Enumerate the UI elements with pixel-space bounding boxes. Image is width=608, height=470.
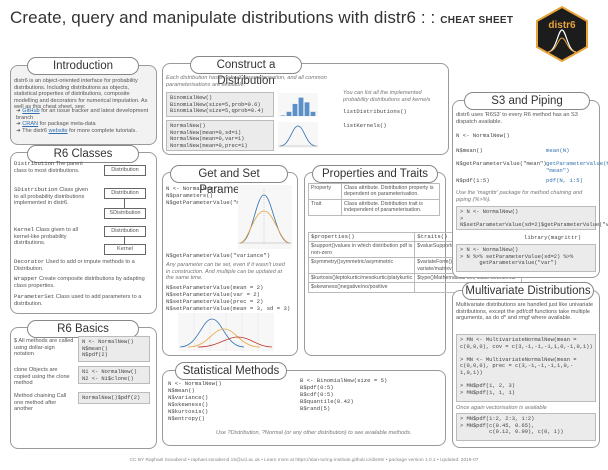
list-note: You can list all the implemented probabi… — [343, 90, 431, 103]
distribution-box: Distribution — [104, 165, 146, 176]
basics-chain-text: Method chaining Call one method after an… — [14, 393, 67, 413]
getset-heading: Get and Set Parameters — [170, 165, 288, 196]
kernel-box: Kernel — [104, 244, 146, 255]
getset-curve-chart — [238, 185, 292, 249]
bar-1 — [286, 111, 292, 116]
stats-heading: Statistical Methods — [175, 362, 287, 380]
getset-code-1: N <- NormalNew() N$parameters() N$getPar… — [166, 185, 257, 206]
s3-code-6: > N <- NormalNew() > N %>% setParameterV… — [456, 244, 596, 272]
basics-clone-text: clone Objects are copied using the clone… — [14, 367, 70, 387]
footer: CC BY Raphael Sonabend • raphael.sonaben… — [129, 458, 479, 463]
normal-curve-chart — [278, 122, 318, 148]
construct-note: Each distribution has a default paramete… — [166, 75, 327, 88]
multivariate-heading: Multivariate Distributions — [462, 282, 594, 300]
stats-panel — [162, 370, 446, 446]
getset-note: Any parameter can be set, even if it was… — [166, 262, 285, 282]
cheat-sheet-label: CHEAT SHEET — [440, 15, 514, 26]
construct-heading: Construct a Distribution — [190, 56, 302, 87]
basics-chain-code: NormalNew()$pdf(2) — [78, 392, 150, 404]
cran-link[interactable]: CRAN — [22, 121, 39, 128]
website-link[interactable]: website — [48, 127, 68, 134]
multivariate-note: Multivariate distributions are handled j… — [456, 302, 594, 322]
multivariate-code-1: > MN <- MultivariateNormalNew(mean = c(0… — [456, 334, 596, 402]
distribution-box-3: Distribution — [104, 226, 146, 237]
bar-3 — [298, 97, 304, 116]
s3-r6-mean: N$mean() — [456, 147, 483, 154]
class-distribution: Distribution The parent class to most di… — [14, 160, 83, 174]
distribution-box-2: Distribution — [104, 188, 146, 199]
bar-0 — [280, 115, 286, 116]
properties-heading: Properties and Traits — [312, 165, 438, 183]
binomial-code: BinomialNew() BinomialNew(size=5,prob=0.… — [166, 92, 274, 117]
class-wrapper: Wrapper Create composite distributions b… — [14, 275, 145, 289]
getset-code-3: N$setParameterValue(mean = 2) N$setParam… — [166, 284, 291, 312]
s3-s3-pdf: pdf(N, 1:5) — [546, 177, 583, 184]
stats-code-binomial: B <- BinomialNew(size = 5) B$pdf(0:5) B$… — [300, 377, 388, 412]
s3-code-5: > N <- NormalNew() > N$setParameterValue… — [456, 206, 608, 230]
basics-dollar-text: $ All methods are called using dollar-si… — [14, 338, 74, 358]
s3-code-1: N <- NormalNew() — [456, 132, 510, 139]
getset-code-2: N$getParameterValue("variance") — [166, 252, 271, 259]
class-decorator: Decorator Used to add or impute methods … — [14, 258, 135, 272]
bar-4 — [304, 102, 310, 116]
list-code: listDistributions() listKernels() — [343, 108, 407, 129]
distr6-logo: distr6 — [536, 6, 588, 62]
class-sdistribution: SDistribution Class given to all probabi… — [14, 186, 89, 207]
stats-note: Use ?Distribution, ?Normal (or any other… — [216, 430, 412, 436]
intro-text: distr6 is an object-oriented interface f… — [14, 78, 148, 111]
stats-code-normal: N <- NormalNew() N$mean() N$variance() N… — [168, 380, 222, 422]
sdistribution-box: SDistribution — [104, 208, 146, 219]
introduction-heading: Introduction — [27, 57, 139, 75]
bar-2 — [292, 103, 298, 116]
s3-heading: S3 and Piping — [464, 92, 590, 110]
getset-multi-curve-chart — [178, 313, 274, 351]
class-parameterset: ParameterSet Class used to add parameter… — [14, 293, 142, 307]
property-trait-table: Property Class attribute. Distribution pr… — [308, 183, 440, 216]
page-title: Create, query and manipulate distributio… — [10, 8, 514, 27]
r6-classes-heading: R6 Classes — [27, 145, 139, 163]
logo-text: distr6 — [548, 20, 576, 31]
github-link[interactable]: GitHub — [22, 108, 40, 114]
basics-clone-code: N1 <- NormalNew() N2 <- N1$clone() — [78, 366, 150, 384]
s3-r6-getparam: N$getParameterValue("mean") — [456, 160, 547, 167]
library-magrittr: library(magrittr) — [524, 234, 582, 241]
s3-s3-getparam: getParameterValue(N, "mean") — [546, 160, 608, 174]
s3-s3-mean: mean(N) — [546, 147, 570, 154]
s3-r6-pdf: N$pdf(1:5) — [456, 177, 490, 184]
multivariate-code-2: > MN$pdf(1:2, 2:3, 1:2) > MN$pdf(c(0.45,… — [456, 413, 596, 441]
normal-code: NormalNew() NormalNew(mean=0,sd=1) Norma… — [166, 120, 274, 151]
class-kernel: Kernel Class given to all kernel-like pr… — [14, 226, 78, 247]
s3-note: distr6 uses 'R6S3' to every R6 method ha… — [456, 112, 578, 125]
basics-dollar-code: N <- NormalNew() N$mean() N$pdf(2) — [78, 336, 150, 362]
vectorisation-note: Once again vectorisation is available — [456, 405, 547, 411]
intro-links: ➜ GitHub for an issue tracker and latest… — [16, 108, 149, 134]
bar-5 — [310, 111, 316, 116]
pipe-note: Use the 'magrittr' package for method ch… — [456, 190, 583, 203]
binomial-bar-chart — [278, 93, 318, 117]
